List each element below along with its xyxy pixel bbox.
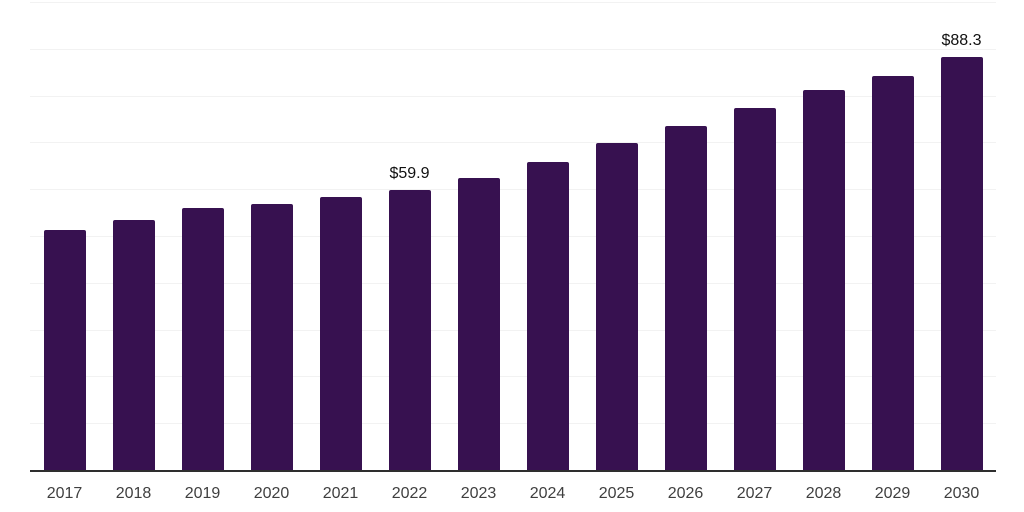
x-tick-2025: 2025: [598, 485, 635, 502]
x-tick-2029: 2029: [874, 485, 911, 502]
x-tick-2027: 2027: [736, 485, 773, 502]
x-tick-2020: 2020: [253, 485, 290, 502]
gridline-50: [30, 236, 996, 237]
x-tick-2018: 2018: [115, 485, 152, 502]
bar-2024: [526, 161, 569, 470]
x-tick-2028: 2028: [805, 485, 842, 502]
x-tick-2026: 2026: [667, 485, 704, 502]
x-tick-2030: 2030: [943, 485, 980, 502]
bar-2017: [43, 230, 86, 470]
bar-2028: [802, 90, 845, 470]
gridline-80: [30, 95, 996, 97]
bar-2029: [871, 76, 914, 470]
x-tick-2021: 2021: [322, 485, 359, 502]
x-tick-2024: 2024: [529, 485, 566, 502]
bar-2020: [250, 203, 293, 470]
x-axis-line: [30, 470, 996, 472]
bar-2022: [388, 189, 431, 470]
bar-2026: [664, 125, 707, 470]
x-tick-2019: 2019: [184, 485, 221, 502]
bar-2023: [457, 177, 500, 470]
bar-2018: [112, 219, 155, 470]
gridline-100: [30, 2, 996, 3]
gridline-30: [30, 329, 996, 331]
data-label-2022: $59.9: [389, 164, 430, 182]
gridline-70: [30, 142, 996, 144]
bar-2025: [595, 143, 638, 470]
gridline-20: [30, 376, 996, 378]
gridline-60: [30, 189, 996, 191]
x-tick-2022: 2022: [391, 485, 428, 502]
bar-2030: [940, 56, 983, 470]
gridline-10: [30, 423, 996, 425]
data-label-2030: $88.3: [941, 31, 982, 49]
bar-2021: [319, 197, 362, 470]
bar-2019: [181, 208, 224, 470]
gridline-90: [30, 48, 996, 50]
gridline-40: [30, 282, 996, 284]
bar-2027: [733, 107, 776, 470]
x-tick-2023: 2023: [460, 485, 497, 502]
x-tick-2017: 2017: [46, 485, 83, 502]
